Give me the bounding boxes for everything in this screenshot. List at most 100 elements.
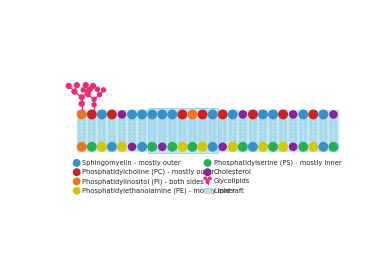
Circle shape: [250, 123, 252, 125]
Circle shape: [193, 133, 196, 135]
Circle shape: [129, 119, 131, 122]
Circle shape: [260, 133, 262, 135]
Circle shape: [113, 133, 115, 135]
Circle shape: [330, 136, 332, 139]
Circle shape: [320, 130, 322, 132]
Circle shape: [214, 140, 216, 142]
Circle shape: [234, 136, 236, 139]
Circle shape: [209, 177, 211, 179]
Circle shape: [324, 123, 326, 125]
Circle shape: [300, 123, 302, 125]
Circle shape: [99, 133, 101, 135]
Circle shape: [113, 136, 115, 139]
Circle shape: [169, 136, 171, 139]
Circle shape: [149, 130, 151, 132]
Circle shape: [108, 143, 116, 151]
Circle shape: [169, 140, 171, 142]
Circle shape: [250, 140, 252, 142]
Circle shape: [109, 130, 111, 132]
Circle shape: [310, 130, 312, 132]
Circle shape: [284, 119, 286, 122]
Circle shape: [239, 119, 242, 122]
Circle shape: [260, 140, 262, 142]
Circle shape: [174, 140, 176, 142]
Circle shape: [330, 130, 332, 132]
Circle shape: [78, 133, 81, 135]
Circle shape: [320, 136, 322, 139]
Circle shape: [101, 88, 106, 92]
Circle shape: [169, 133, 171, 135]
Circle shape: [220, 126, 222, 128]
Circle shape: [89, 136, 91, 139]
Circle shape: [89, 140, 91, 142]
Circle shape: [214, 136, 216, 139]
Circle shape: [109, 123, 111, 125]
Circle shape: [224, 123, 226, 125]
Circle shape: [214, 133, 216, 135]
Circle shape: [244, 123, 246, 125]
Circle shape: [133, 130, 135, 132]
Circle shape: [280, 126, 282, 128]
Circle shape: [139, 140, 141, 142]
Circle shape: [123, 140, 125, 142]
Circle shape: [220, 119, 222, 122]
Circle shape: [274, 133, 276, 135]
Circle shape: [330, 123, 332, 125]
Circle shape: [169, 136, 171, 139]
Circle shape: [239, 133, 242, 135]
Circle shape: [193, 140, 196, 142]
Circle shape: [98, 110, 106, 119]
Circle shape: [139, 140, 141, 142]
Circle shape: [149, 136, 151, 139]
Circle shape: [304, 140, 307, 142]
Circle shape: [113, 140, 115, 142]
Circle shape: [234, 126, 236, 128]
Circle shape: [244, 133, 246, 135]
Circle shape: [87, 143, 96, 151]
Circle shape: [199, 133, 202, 135]
Circle shape: [129, 133, 131, 135]
Circle shape: [320, 126, 322, 128]
Circle shape: [300, 140, 302, 142]
Circle shape: [304, 119, 307, 122]
Circle shape: [229, 123, 232, 125]
Circle shape: [143, 133, 145, 135]
Circle shape: [209, 119, 211, 122]
Circle shape: [89, 126, 91, 128]
Circle shape: [284, 119, 286, 122]
Circle shape: [199, 130, 202, 132]
Circle shape: [250, 126, 252, 128]
Circle shape: [66, 83, 71, 88]
Circle shape: [183, 123, 186, 125]
Circle shape: [123, 130, 125, 132]
Text: Phosphatidylcholine (PC) - mostly outer: Phosphatidylcholine (PC) - mostly outer: [82, 169, 214, 176]
Circle shape: [153, 130, 156, 132]
Circle shape: [113, 126, 115, 128]
Circle shape: [254, 119, 256, 122]
Circle shape: [290, 126, 292, 128]
Circle shape: [99, 140, 101, 142]
Circle shape: [123, 130, 125, 132]
Circle shape: [193, 123, 196, 125]
Circle shape: [304, 126, 307, 128]
Circle shape: [163, 133, 165, 135]
Circle shape: [199, 123, 202, 125]
Circle shape: [83, 133, 85, 135]
Circle shape: [244, 133, 246, 135]
Circle shape: [234, 133, 236, 135]
Circle shape: [93, 140, 95, 142]
Circle shape: [149, 126, 151, 128]
Circle shape: [274, 133, 276, 135]
Circle shape: [179, 126, 181, 128]
Circle shape: [183, 133, 186, 135]
Circle shape: [119, 119, 121, 122]
Circle shape: [183, 140, 186, 142]
Circle shape: [93, 136, 95, 139]
Circle shape: [138, 110, 146, 119]
Circle shape: [294, 130, 296, 132]
Circle shape: [304, 136, 307, 139]
Circle shape: [229, 119, 232, 122]
Circle shape: [163, 136, 165, 139]
Circle shape: [229, 133, 232, 135]
Circle shape: [324, 123, 326, 125]
